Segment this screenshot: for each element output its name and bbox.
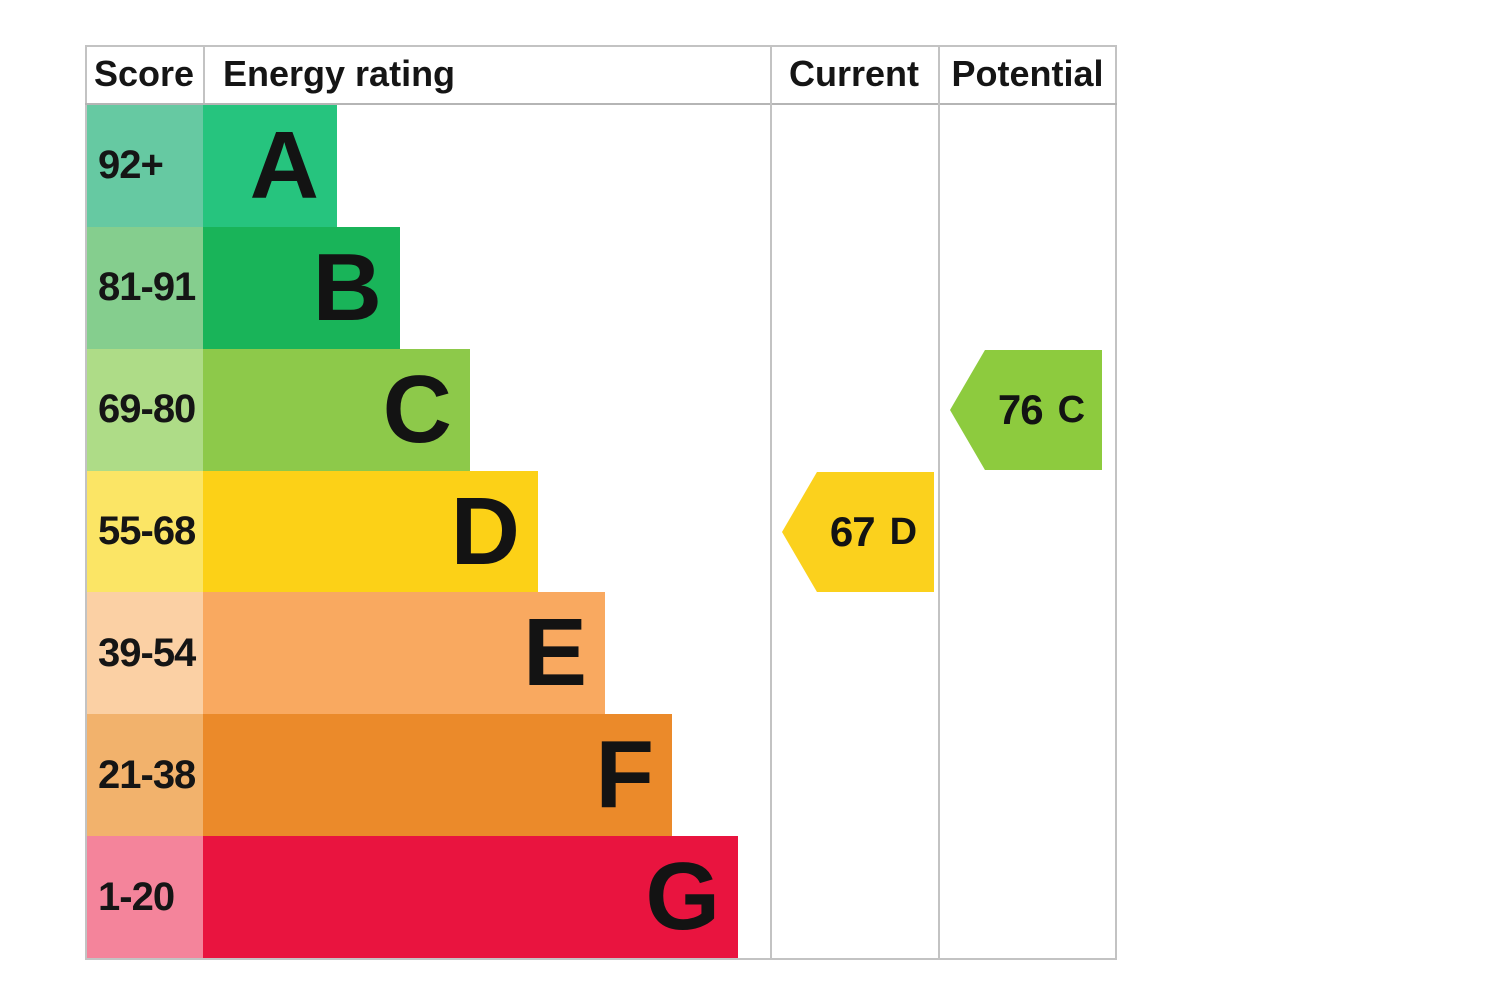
band-score-range: 92+ [98, 143, 164, 188]
band-bar: B [203, 226, 400, 349]
current-rating-arrow: 67 D [782, 472, 934, 592]
potential-rating-arrow: 76 C [950, 350, 1102, 470]
band-bar: F [203, 714, 672, 837]
table-border-bottom [85, 958, 1117, 960]
band-score-range: 39-54 [98, 630, 196, 675]
band-score-cell: 92+ [85, 105, 203, 227]
table-border-left [85, 45, 87, 960]
epc-rating-chart: Score Energy rating Current Potential 92… [85, 45, 1117, 960]
band-row: 21-38 F [85, 714, 1117, 837]
band-row: 39-54 E [85, 592, 1117, 715]
header-divider-line [85, 103, 1117, 105]
band-row: 69-80 C [85, 348, 1117, 471]
band-score-cell: 21-38 [85, 714, 203, 837]
band-row: 81-91 B [85, 226, 1117, 349]
band-score-cell: 81-91 [85, 226, 203, 349]
band-letter: B [312, 233, 382, 341]
current-column-divider-line [770, 45, 772, 960]
band-bar: G [203, 836, 738, 959]
bands-body: 92+ A 81-91 B 69-80 C 55-68 D 39-54 [85, 105, 1117, 959]
band-bar: D [203, 470, 538, 593]
potential-column-divider-line [938, 45, 940, 960]
potential-rating-score: 76 [997, 386, 1044, 433]
band-row: 92+ A [85, 105, 1117, 227]
table-border-right [1115, 45, 1117, 960]
band-letter: E [522, 599, 587, 707]
band-letter: A [249, 111, 319, 219]
band-score-cell: 39-54 [85, 592, 203, 715]
band-bar: C [203, 348, 470, 471]
table-border-top [85, 45, 1117, 47]
band-score-cell: 1-20 [85, 836, 203, 959]
current-rating-band-letter: D [889, 511, 917, 553]
current-rating-score: 67 [829, 508, 876, 555]
band-score-cell: 69-80 [85, 348, 203, 471]
band-letter: G [645, 843, 720, 951]
band-row: 1-20 G [85, 836, 1117, 959]
band-letter: D [450, 477, 520, 585]
column-header-energy-rating: Energy rating [223, 53, 456, 94]
band-bar: A [203, 105, 337, 227]
band-score-cell: 55-68 [85, 470, 203, 593]
band-letter: C [382, 355, 452, 463]
band-score-range: 1-20 [98, 874, 175, 919]
band-score-range: 55-68 [98, 509, 196, 553]
band-bar: E [203, 592, 605, 715]
band-score-range: 81-91 [98, 265, 196, 310]
potential-rating-band-letter: C [1057, 389, 1085, 431]
score-column-divider-line [203, 45, 205, 103]
band-score-range: 69-80 [98, 387, 196, 432]
table-header-row: Score Energy rating Current Potential [85, 45, 1117, 103]
column-header-potential: Potential [951, 53, 1104, 94]
band-row: 55-68 D [85, 470, 1117, 593]
column-header-score: Score [93, 53, 195, 94]
column-header-current: Current [788, 53, 919, 94]
band-score-range: 21-38 [98, 752, 196, 797]
band-letter: F [595, 721, 654, 829]
